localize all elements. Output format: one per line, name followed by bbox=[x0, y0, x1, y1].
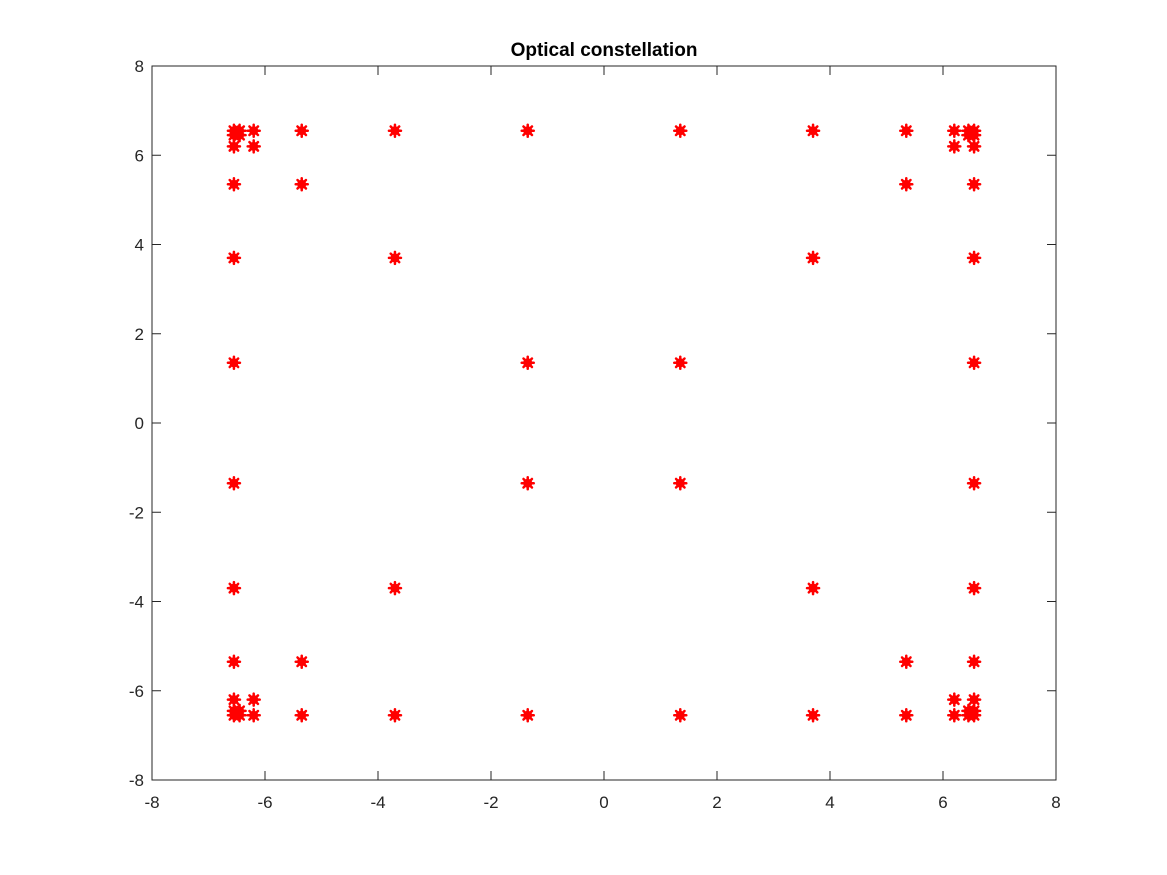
data-point bbox=[520, 475, 535, 491]
y-tick-label: 8 bbox=[135, 57, 144, 76]
data-point bbox=[966, 475, 982, 491]
data-point bbox=[966, 250, 982, 266]
data-point bbox=[947, 692, 962, 707]
data-point bbox=[899, 123, 914, 138]
x-tick-label: 8 bbox=[1051, 793, 1060, 812]
chart-title: Optical constellation bbox=[511, 40, 698, 61]
data-point bbox=[226, 692, 242, 707]
y-tick-label: -2 bbox=[129, 503, 144, 522]
data-point bbox=[899, 177, 914, 192]
data-point bbox=[805, 123, 821, 138]
data-point bbox=[246, 139, 261, 154]
data-point bbox=[673, 123, 688, 138]
data-point bbox=[966, 177, 982, 192]
data-point bbox=[226, 355, 242, 371]
data-point bbox=[947, 123, 962, 138]
data-point bbox=[387, 580, 403, 596]
data-point bbox=[805, 250, 821, 266]
x-tick-label: 4 bbox=[825, 793, 834, 812]
y-tick-label: 6 bbox=[135, 146, 144, 165]
data-point bbox=[673, 355, 688, 371]
y-tick-label: 0 bbox=[135, 414, 144, 433]
x-tick-label: -4 bbox=[370, 793, 385, 812]
data-points bbox=[226, 123, 982, 723]
data-point bbox=[294, 123, 309, 138]
x-tick-label: -8 bbox=[144, 793, 159, 812]
data-point bbox=[387, 250, 403, 266]
data-point bbox=[673, 475, 688, 491]
data-point bbox=[294, 708, 309, 723]
y-tick-label: -8 bbox=[129, 771, 144, 790]
data-point bbox=[387, 708, 403, 723]
data-point bbox=[226, 654, 242, 669]
x-tick-label: -6 bbox=[257, 793, 272, 812]
data-point bbox=[673, 708, 688, 723]
data-point bbox=[226, 475, 242, 491]
data-point bbox=[520, 123, 535, 138]
data-point bbox=[966, 654, 982, 669]
data-point bbox=[246, 123, 261, 138]
data-point bbox=[226, 177, 242, 192]
y-tick-label: -6 bbox=[129, 682, 144, 701]
data-point bbox=[226, 139, 242, 154]
data-point bbox=[899, 708, 914, 723]
data-point bbox=[805, 580, 821, 596]
x-tick-label: 6 bbox=[938, 793, 947, 812]
data-point bbox=[520, 355, 535, 371]
data-point bbox=[226, 250, 242, 266]
data-point bbox=[899, 654, 914, 669]
y-tick-label: -4 bbox=[129, 593, 144, 612]
data-point bbox=[966, 139, 982, 154]
data-point bbox=[966, 580, 982, 596]
data-point bbox=[947, 708, 962, 723]
y-tick-label: 4 bbox=[135, 236, 144, 255]
data-point bbox=[947, 139, 962, 154]
x-tick-label: 2 bbox=[712, 793, 721, 812]
x-tick-label: -2 bbox=[483, 793, 498, 812]
data-point bbox=[966, 355, 982, 371]
data-point bbox=[805, 708, 821, 723]
data-point bbox=[246, 708, 261, 723]
x-tick-label: 0 bbox=[599, 793, 608, 812]
data-point bbox=[387, 123, 403, 138]
data-point bbox=[294, 654, 309, 669]
data-point bbox=[232, 127, 247, 143]
plot-area bbox=[152, 66, 1056, 780]
data-point bbox=[246, 692, 261, 707]
tick-labels: -8 -6 -4 -2 0 2 4 6 8 -8 -6 -4 -2 0 2 4 6 8 bbox=[129, 57, 1061, 812]
y-tick-label: 2 bbox=[135, 325, 144, 344]
data-point bbox=[226, 580, 242, 596]
data-point bbox=[232, 708, 247, 723]
axes-box bbox=[151, 65, 1057, 781]
data-point bbox=[294, 177, 309, 192]
data-point bbox=[966, 708, 982, 723]
data-point bbox=[520, 708, 535, 723]
